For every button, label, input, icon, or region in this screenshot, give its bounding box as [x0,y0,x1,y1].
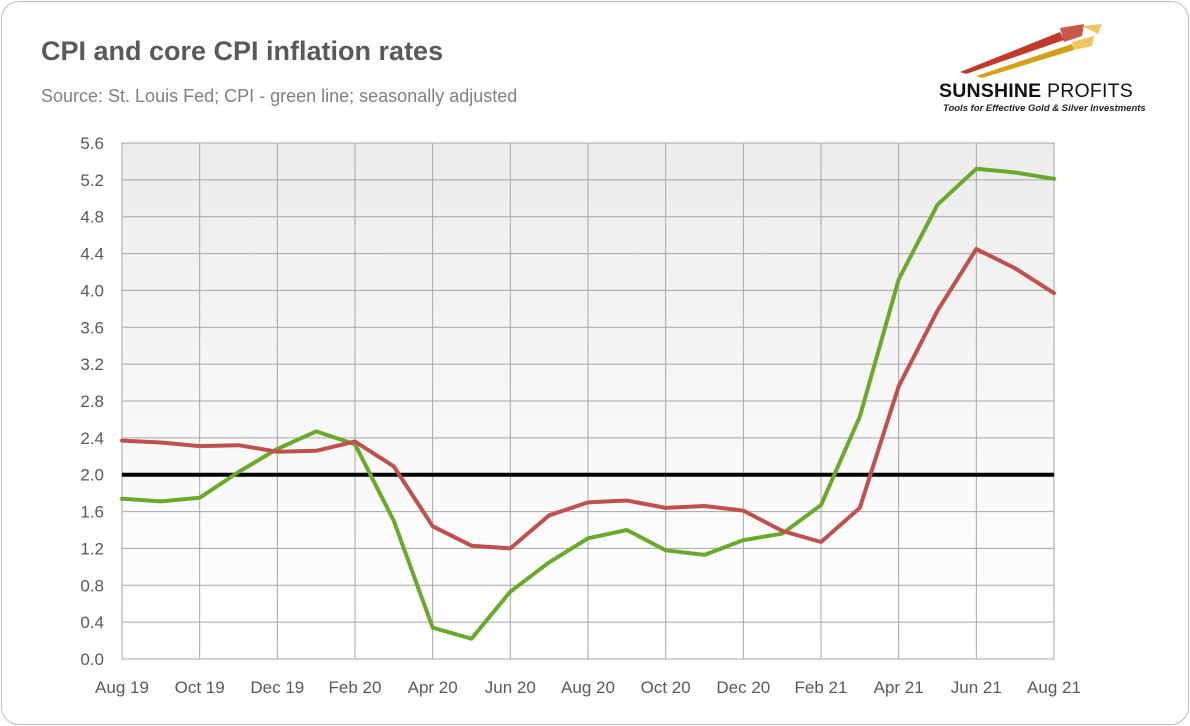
y-tick-label: 4.8 [80,208,104,227]
series-line-core-cpi [120,247,1056,551]
vertical-gridlines [121,142,1055,660]
x-tick-label: Dec 20 [716,678,770,697]
x-tick-label: Jun 20 [485,678,536,697]
y-tick-label: 1.2 [80,539,104,558]
y-tick-label: 0.0 [80,650,104,669]
x-tick-label: Feb 21 [795,678,848,697]
logo-name-bold: SUNSHINE [939,80,1042,102]
y-tick-label: 0.8 [80,576,104,595]
series-lines [120,166,1056,641]
y-tick-label: 5.6 [80,134,104,153]
y-tick-label: 3.6 [80,318,104,337]
x-tick-label: Aug 21 [1027,678,1081,697]
x-tick-label: Apr 21 [874,678,924,697]
y-tick-label: 2.4 [80,429,104,448]
y-axis-labels: 0.0 0.4 0.8 1.2 1.6 2.0 2.4 2.8 3.2 3.6 4.0 4.4 4.8 5… [80,134,104,669]
y-tick-label: 4.4 [80,245,104,264]
y-tick-label: 2.8 [80,392,104,411]
sunshine-profits-logo-icon [960,24,1102,78]
x-axis-labels: Aug 19 Oct 19 Dec 19 Feb 20 Apr 20 Jun 20 Aug … [95,678,1081,697]
y-tick-label: 4.0 [80,281,104,300]
x-tick-label: Apr 20 [408,678,458,697]
chart-subtitle: Source: St. Louis Fed; CPI - green line;… [41,86,518,106]
x-tick-label: Dec 19 [250,678,304,697]
x-tick-label: Oct 19 [175,678,225,697]
x-tick-label: Jun 21 [951,678,1002,697]
y-tick-label: 3.2 [80,355,104,374]
y-tick-label: 5.2 [80,171,104,190]
x-tick-label: Oct 20 [641,678,691,697]
logo-name-light: PROFITS [1047,80,1133,102]
chart-title: CPI and core CPI inflation rates [41,36,444,66]
plot-border [121,142,1055,660]
logo-tagline: Tools for Effective Gold & Silver Invest… [943,103,1146,114]
series-line-cpi [120,166,1056,641]
y-tick-label: 1.6 [80,503,104,522]
x-tick-label: Aug 19 [95,678,149,697]
y-tick-label: 0.4 [80,613,104,632]
y-tick-label: 2.0 [80,466,104,485]
x-tick-label: Aug 20 [561,678,615,697]
logo-name: SUNSHINE PROFITS [939,80,1133,103]
x-tick-label: Feb 20 [329,678,382,697]
